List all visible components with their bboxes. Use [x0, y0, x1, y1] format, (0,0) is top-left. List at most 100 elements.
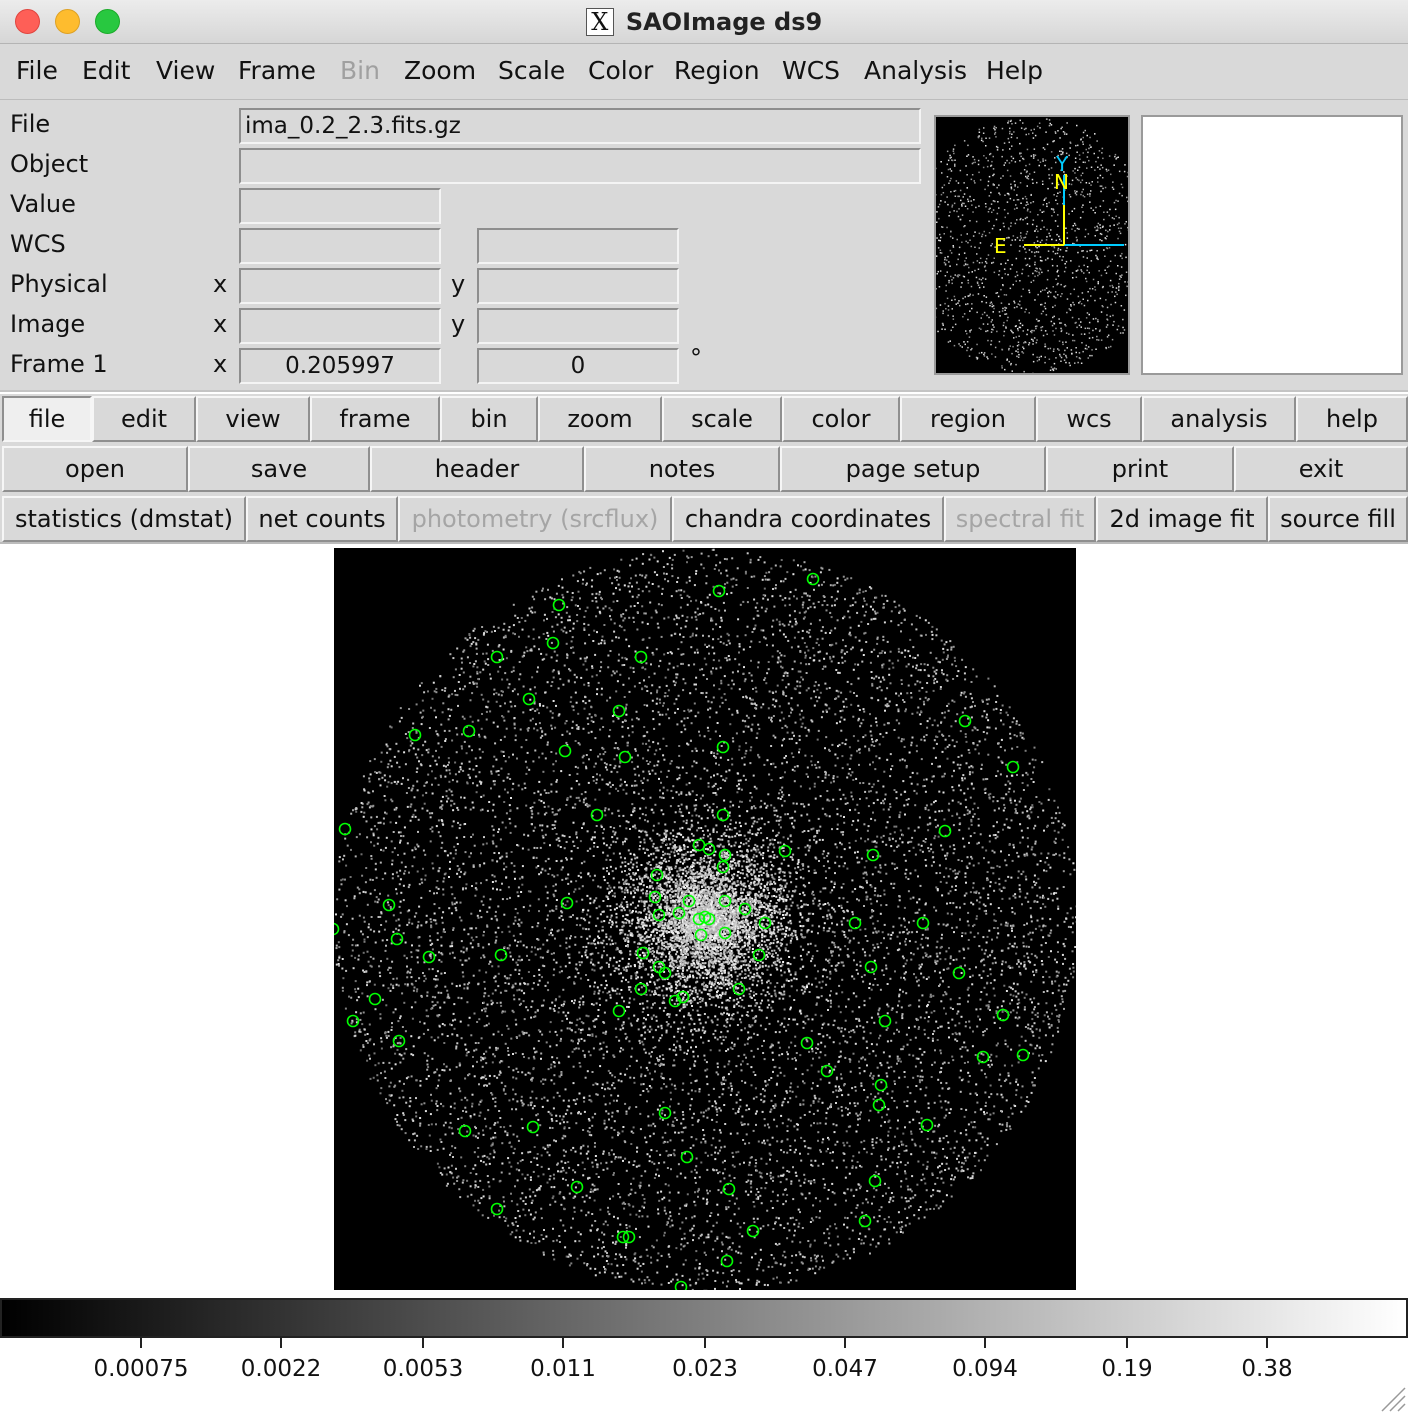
region-circle[interactable]	[494, 948, 508, 962]
region-circle[interactable]	[712, 584, 726, 598]
region-circle[interactable]	[872, 1098, 886, 1112]
region-circle[interactable]	[920, 1118, 934, 1132]
menu-zoom[interactable]: Zoom	[404, 56, 477, 85]
region-circle[interactable]	[866, 848, 880, 862]
region-circle[interactable]	[634, 650, 648, 664]
region-circle[interactable]	[732, 982, 746, 996]
region-circle[interactable]	[722, 1182, 736, 1196]
region-circle[interactable]	[718, 926, 732, 940]
region-circle[interactable]	[422, 950, 436, 964]
main-button-analysis[interactable]: analysis	[1142, 396, 1296, 442]
menu-region[interactable]: Region	[674, 56, 760, 85]
region-circle[interactable]	[390, 932, 404, 946]
region-circle[interactable]	[800, 1036, 814, 1050]
region-circle[interactable]	[716, 860, 730, 874]
menu-view[interactable]: View	[156, 56, 216, 85]
main-button-edit[interactable]: edit	[92, 396, 196, 442]
region-circle[interactable]	[490, 650, 504, 664]
region-circle[interactable]	[1016, 1048, 1030, 1062]
region-circle[interactable]	[758, 916, 772, 930]
main-button-region[interactable]: region	[900, 396, 1036, 442]
region-circle[interactable]	[716, 808, 730, 822]
region-circle[interactable]	[692, 912, 706, 926]
region-circle[interactable]	[560, 896, 574, 910]
region-circle[interactable]	[634, 982, 648, 996]
main-button-view[interactable]: view	[196, 396, 310, 442]
region-circle[interactable]	[382, 898, 396, 912]
image-canvas[interactable]	[0, 544, 1408, 1298]
menu-wcs[interactable]: WCS	[782, 56, 841, 85]
analysis-button-statistics-dmstat[interactable]: statistics (dmstat)	[2, 496, 246, 542]
menu-color[interactable]: Color	[588, 56, 654, 85]
region-circle[interactable]	[462, 724, 476, 738]
region-circle[interactable]	[674, 1280, 688, 1291]
menu-file[interactable]: File	[16, 56, 58, 85]
region-circle[interactable]	[858, 1214, 872, 1228]
colorbar[interactable]	[0, 1298, 1408, 1338]
main-button-zoom[interactable]: zoom	[538, 396, 662, 442]
analysis-button-source-fill[interactable]: source fill	[1268, 496, 1408, 542]
file-button-header[interactable]: header	[370, 446, 584, 492]
analysis-button-chandra-coordinates[interactable]: chandra coordinates	[672, 496, 944, 542]
region-circle[interactable]	[590, 808, 604, 822]
region-circle[interactable]	[874, 1078, 888, 1092]
region-circle[interactable]	[558, 744, 572, 758]
region-circle[interactable]	[716, 740, 730, 754]
main-button-bin[interactable]: bin	[440, 396, 538, 442]
region-circle[interactable]	[718, 894, 732, 908]
main-button-frame[interactable]: frame	[310, 396, 440, 442]
region-circle[interactable]	[658, 966, 672, 980]
main-button-file[interactable]: file	[2, 396, 92, 442]
region-circle[interactable]	[702, 912, 716, 926]
region-circle[interactable]	[552, 598, 566, 612]
fits-image[interactable]	[334, 548, 1076, 1290]
region-circle[interactable]	[738, 902, 752, 916]
menu-analysis[interactable]: Analysis	[864, 56, 968, 85]
region-circle[interactable]	[658, 1106, 672, 1120]
region-circle[interactable]	[868, 1174, 882, 1188]
region-circle[interactable]	[612, 704, 626, 718]
region-circle[interactable]	[864, 960, 878, 974]
region-circle[interactable]	[368, 992, 382, 1006]
analysis-button-net-counts[interactable]: net counts	[246, 496, 398, 542]
resize-grip-icon[interactable]	[1378, 1384, 1406, 1412]
region-circle[interactable]	[570, 1180, 584, 1194]
menu-scale[interactable]: Scale	[498, 56, 566, 85]
region-circle[interactable]	[636, 946, 650, 960]
region-circle[interactable]	[668, 994, 682, 1008]
region-circle[interactable]	[778, 844, 792, 858]
region-circle[interactable]	[334, 922, 340, 936]
region-circle[interactable]	[746, 1224, 760, 1238]
region-circle[interactable]	[938, 824, 952, 838]
region-circle[interactable]	[916, 916, 930, 930]
region-circle[interactable]	[694, 928, 708, 942]
region-circle[interactable]	[618, 750, 632, 764]
region-circle[interactable]	[996, 1008, 1010, 1022]
panner[interactable]: Y N E	[905, 115, 1158, 375]
main-button-color[interactable]: color	[782, 396, 900, 442]
region-circle[interactable]	[526, 1120, 540, 1134]
region-circle[interactable]	[408, 728, 422, 742]
file-button-print[interactable]: print	[1046, 446, 1234, 492]
main-button-scale[interactable]: scale	[662, 396, 782, 442]
region-circle[interactable]	[622, 1230, 636, 1244]
region-circle[interactable]	[612, 1004, 626, 1018]
file-button-notes[interactable]: notes	[584, 446, 780, 492]
main-button-wcs[interactable]: wcs	[1036, 396, 1142, 442]
region-circle[interactable]	[338, 822, 352, 836]
region-circle[interactable]	[672, 906, 686, 920]
region-circle[interactable]	[650, 868, 664, 882]
region-circle[interactable]	[346, 1014, 360, 1028]
analysis-button-2d-image-fit[interactable]: 2d image fit	[1096, 496, 1268, 542]
region-circle[interactable]	[958, 714, 972, 728]
region-circle[interactable]	[648, 890, 662, 904]
region-circle[interactable]	[752, 948, 766, 962]
file-button-page-setup[interactable]: page setup	[780, 446, 1046, 492]
region-circle[interactable]	[976, 1050, 990, 1064]
region-circle[interactable]	[806, 572, 820, 586]
region-circle[interactable]	[652, 908, 666, 922]
close-window-button[interactable]	[15, 9, 40, 34]
zoom-window-button[interactable]	[95, 9, 120, 34]
main-button-help[interactable]: help	[1296, 396, 1408, 442]
minimize-window-button[interactable]	[55, 9, 80, 34]
